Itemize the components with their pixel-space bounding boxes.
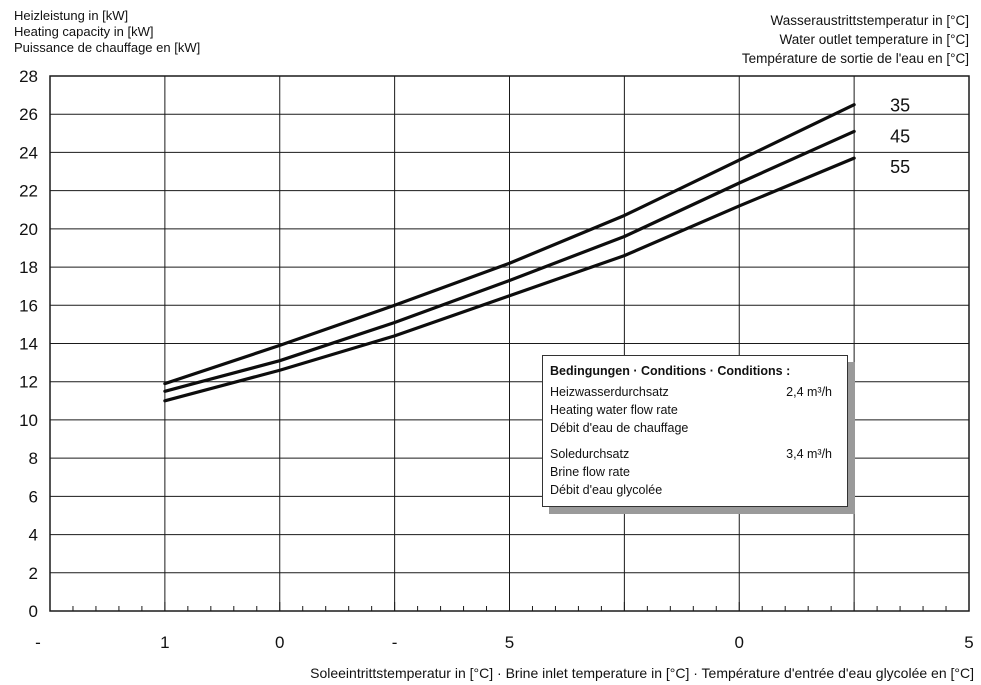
y-tick-label: 16 [19,296,38,315]
x-tick-label: - [35,633,41,652]
brine-flow-label-fr: Débit d'eau glycolée [550,483,663,497]
series-lines [163,103,856,403]
series-line-45 [163,129,856,393]
grid [50,76,969,611]
y-tick-label: 24 [19,143,38,162]
series-label-35: 35 [890,96,910,116]
y-tick-label: 4 [29,526,38,545]
y-tick-label: 6 [29,487,38,506]
y-tick-label: 28 [19,67,38,86]
x-tick-label: - [392,633,398,652]
x-tick-label: 5 [505,633,514,652]
legend-title: Wasseraustrittstemperatur in [°C] Water … [742,11,969,68]
x-tick-label: 1 [160,633,169,652]
water-flow-label-de: Heizwasserdurchsatz [550,385,669,399]
y-tick-label: 10 [19,411,38,430]
brine-flow-label-de: Soledurchsatz [550,447,630,461]
y-axis-title-de: Heizleistung in [kW] [14,8,129,23]
conditions-box: Bedingungen · Conditions · Conditions : … [542,355,848,507]
x-minor-ticks [72,602,947,611]
y-tick-label: 2 [29,564,38,583]
x-tick-label: 0 [275,633,284,652]
conditions-title: Bedingungen · Conditions · Conditions : [550,364,791,378]
water-flow-value: 2,4 m³/h [786,385,832,399]
y-tick-label: 12 [19,373,38,392]
brine-flow-row: Soledurchsatz 3,4 m³/h [550,445,840,463]
water-flow-label-fr: Débit d'eau de chauffage [550,421,689,435]
y-tick-label: 26 [19,105,38,124]
legend-title-fr: Température de sortie de l'eau en [°C] [741,51,969,66]
y-tick-label: 20 [19,220,38,239]
water-flow-label-en: Heating water flow rate [550,403,678,417]
series-line-35 [163,103,856,386]
x-tick-labels: - 1 0 - 5 0 5 [35,633,974,652]
y-axis-title-fr: Puissance de chauffage en [kW] [14,40,201,55]
y-tick-label: 0 [29,602,38,621]
legend-title-en: Water outlet temperature in [°C] [779,32,969,47]
water-flow-row: Heizwasserdurchsatz 2,4 m³/h [550,383,840,401]
series-labels: 35 45 55 [890,96,910,178]
series-label-45: 45 [890,126,910,146]
y-axis-title: Heizleistung in [kW] Heating capacity in… [14,8,200,56]
series-label-55: 55 [890,157,910,177]
x-axis-title: Soleeintrittstemperatur in [°C] · Brine … [310,665,974,681]
y-tick-label: 8 [29,449,38,468]
y-tick-label: 18 [19,258,38,277]
brine-flow-label-en: Brine flow rate [550,465,630,479]
y-tick-label: 14 [19,335,38,354]
x-tick-label: 5 [964,633,973,652]
x-tick-label: 0 [735,633,744,652]
y-tick-label: 22 [19,182,38,201]
series-line-55 [163,156,856,403]
legend-title-de: Wasseraustrittstemperatur in [°C] [770,13,969,28]
brine-flow-value: 3,4 m³/h [786,447,832,461]
y-axis-title-en: Heating capacity in [kW] [14,24,154,39]
